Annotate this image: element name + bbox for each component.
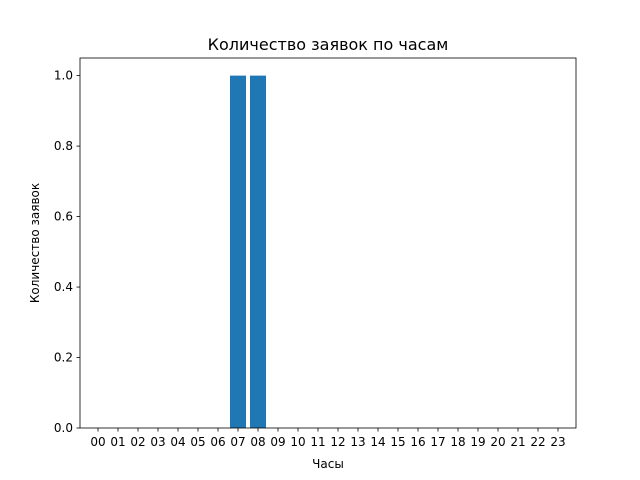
x-tick-label: 01: [110, 435, 125, 449]
chart-title: Количество заявок по часам: [208, 35, 449, 54]
x-tick-label: 19: [470, 435, 485, 449]
y-tick-label: 0.6: [54, 210, 73, 224]
x-tick-label: 12: [330, 435, 345, 449]
x-tick-label: 20: [490, 435, 505, 449]
plot-frame: [79, 57, 577, 429]
x-tick-label: 17: [430, 435, 445, 449]
x-tick-label: 02: [130, 435, 145, 449]
x-tick-label: 05: [190, 435, 205, 449]
x-tick-label: 15: [390, 435, 405, 449]
y-tick-label: 0.4: [54, 280, 73, 294]
x-tick-label: 00: [90, 435, 105, 449]
x-tick-label: 22: [530, 435, 545, 449]
x-tick-label: 06: [210, 435, 225, 449]
bar-07: [230, 75, 246, 428]
y-tick-label: 0.2: [54, 351, 73, 365]
x-tick-label: 21: [510, 435, 525, 449]
x-tick-label: 13: [350, 435, 365, 449]
x-ticks-group: 00 01 02 03 04 05 06 07 08 09 10 11 12 13 14 15 16 17 18 19…: [90, 428, 566, 449]
y-tick-label: 0.8: [54, 139, 73, 153]
x-tick-label: 11: [310, 435, 325, 449]
x-tick-label: 09: [270, 435, 285, 449]
y-tick-label: 0.0: [54, 421, 73, 435]
bars-group: [230, 75, 266, 428]
x-tick-label: 08: [250, 435, 265, 449]
y-axis-label: Количество заявок: [28, 183, 42, 303]
x-tick-label: 23: [550, 435, 565, 449]
x-tick-label: 04: [170, 435, 185, 449]
x-tick-label: 16: [410, 435, 425, 449]
bar-08: [250, 75, 266, 428]
x-tick-label: 10: [290, 435, 305, 449]
x-axis-label: Часы: [312, 457, 344, 471]
x-tick-label: 03: [150, 435, 165, 449]
y-ticks-group: 0.0 0.2 0.4 0.6 0.8 1.0: [54, 69, 80, 435]
y-tick-label: 1.0: [54, 69, 73, 83]
x-tick-label: 07: [230, 435, 245, 449]
x-tick-label: 14: [370, 435, 385, 449]
x-tick-label: 18: [450, 435, 465, 449]
